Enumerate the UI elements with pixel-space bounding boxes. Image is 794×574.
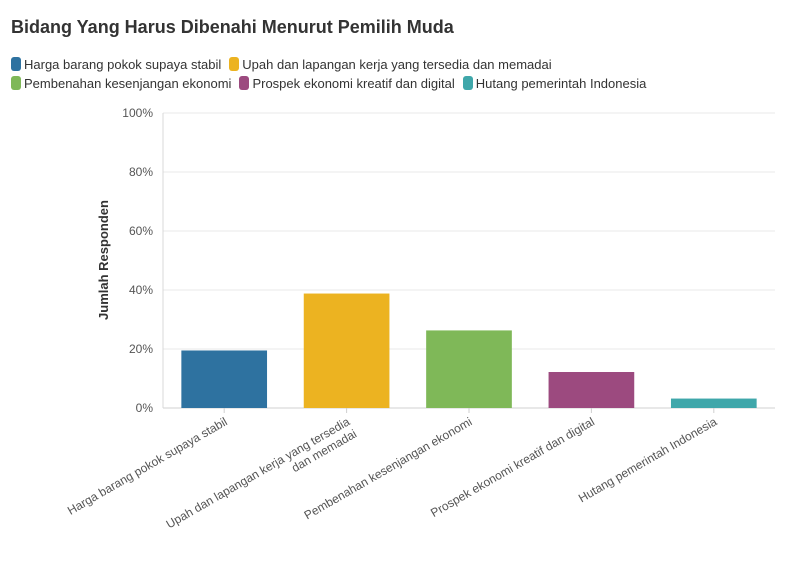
y-tick-label: 40% [129,283,153,297]
legend-swatch [11,57,21,71]
y-tick-label: 100% [122,106,153,120]
y-axis-title: Jumlah Responden [96,200,111,320]
y-tick-label: 80% [129,165,153,179]
legend-label: Harga barang pokok supaya stabil [24,56,222,72]
bar [548,372,635,408]
legend-swatch [229,57,240,71]
legend-label: Prospek ekonomi kreatif dan digital [252,75,455,91]
legend-item-hutang[interactable]: Hutang pemerintah Indonesia [462,75,647,91]
legend-item-harga[interactable]: Harga barang pokok supaya stabil [11,57,221,72]
legend-row-1: Harga barang pokok supaya stabil Upah da… [11,55,781,73]
legend-swatch [11,76,21,90]
x-tick-label-line: Hutang pemerintah Indonesia [576,414,720,505]
bar [670,398,757,408]
legend-label: Hutang pemerintah Indonesia [475,75,647,91]
bar [181,350,268,408]
legend-swatch [239,76,250,90]
legend-item-prospek[interactable]: Prospek ekonomi kreatif dan digital [239,75,455,91]
y-tick-label: 0% [136,401,154,415]
x-tick-label: Hutang pemerintah Indonesia [576,414,720,505]
y-tick-label: 60% [129,224,153,238]
legend-item-pembenahan[interactable]: Pembenahan kesenjangan ekonomi [11,76,231,91]
chart-title: Bidang Yang Harus Dibenahi Menurut Pemil… [11,17,454,37]
legend-swatch [462,76,473,90]
y-tick-label: 20% [129,342,153,356]
bar [303,293,390,408]
bar [426,330,512,408]
legend-row-2: Pembenahan kesenjangan ekonomi Prospek e… [11,74,781,92]
legend-item-upah[interactable]: Upah dan lapangan kerja yang tersedia da… [229,56,552,72]
legend-label: Upah dan lapangan kerja yang tersedia da… [242,56,552,72]
chart-legend: Harga barang pokok supaya stabil Upah da… [11,55,781,93]
legend-label: Pembenahan kesenjangan ekonomi [24,75,232,91]
